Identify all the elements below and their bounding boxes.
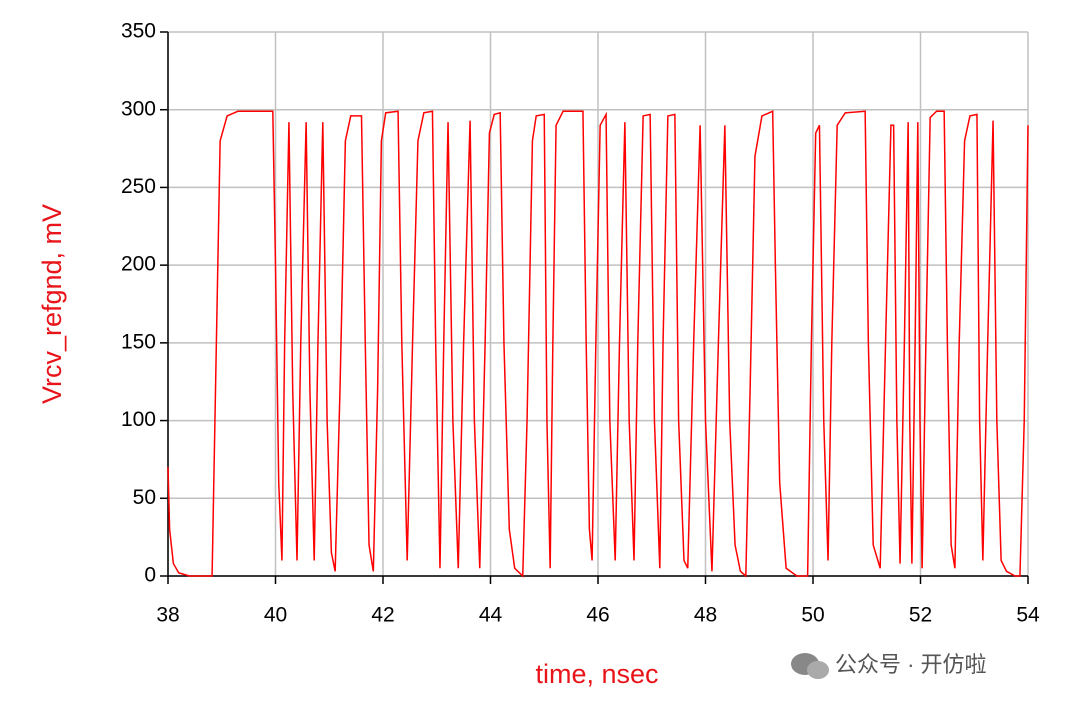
x-axis-title: time, nsec: [535, 659, 658, 689]
x-tick-label: 54: [1016, 604, 1040, 627]
y-tick-label: 0: [144, 564, 156, 587]
y-tick-label: 100: [121, 408, 156, 431]
x-tick-label: 42: [371, 604, 394, 627]
x-tick-label: 44: [479, 604, 503, 627]
x-tick-label: 52: [909, 604, 932, 627]
x-tick-label: 38: [156, 604, 179, 627]
watermark-icon: [791, 653, 829, 679]
y-tick-label: 50: [133, 486, 156, 509]
y-tick-label: 150: [121, 330, 156, 353]
y-tick-label: 250: [121, 175, 156, 198]
x-tick-label: 46: [586, 604, 609, 627]
x-tick-label: 48: [694, 604, 717, 627]
x-tick-label: 40: [264, 604, 287, 627]
watermark: 公众号 · 开仿啦: [835, 652, 987, 677]
y-tick-label: 350: [121, 20, 156, 43]
x-tick-label: 50: [801, 604, 824, 627]
y-axis-title: Vrcv_refgnd, mV: [37, 204, 67, 404]
y-tick-label: 200: [121, 253, 156, 276]
line-series: [167, 110, 1029, 578]
y-tick-label: 300: [121, 97, 156, 120]
